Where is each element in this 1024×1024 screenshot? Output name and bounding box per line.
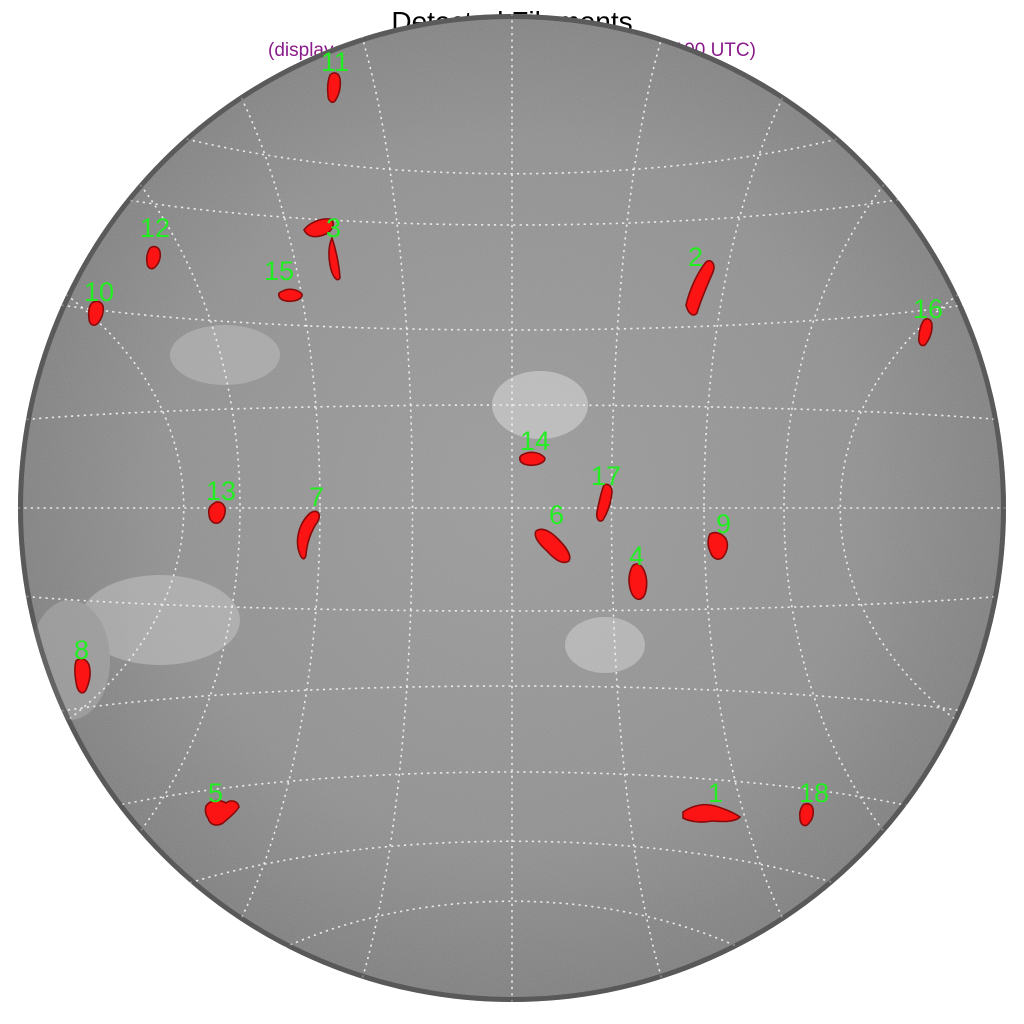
label-filament-17[interactable]: 17 xyxy=(591,461,621,491)
label-filament-15[interactable]: 15 xyxy=(264,256,294,286)
label-filament-1[interactable]: 1 xyxy=(708,778,723,808)
label-filament-9[interactable]: 9 xyxy=(716,509,731,539)
label-filament-3[interactable]: 3 xyxy=(326,213,341,243)
label-filament-13[interactable]: 13 xyxy=(206,476,236,506)
label-filament-8[interactable]: 8 xyxy=(74,635,89,665)
solar-disk xyxy=(18,14,1006,1002)
label-filament-10[interactable]: 10 xyxy=(84,277,114,307)
label-filament-2[interactable]: 2 xyxy=(688,242,703,272)
label-filament-7[interactable]: 7 xyxy=(309,482,324,512)
label-filament-12[interactable]: 12 xyxy=(140,213,170,243)
label-filament-5[interactable]: 5 xyxy=(208,778,223,808)
label-filament-18[interactable]: 18 xyxy=(799,778,829,808)
solar-disk-chart: 1 2 3 4 5 6 7 8 9 10 11 12 13 14 15 16 1… xyxy=(0,0,1024,1024)
label-filament-4[interactable]: 4 xyxy=(629,541,644,571)
label-filament-11[interactable]: 11 xyxy=(321,47,349,77)
label-filament-6[interactable]: 6 xyxy=(549,500,564,530)
filament-chart-page: Detected Filaments (displayed on Udaipur… xyxy=(0,0,1024,1024)
label-filament-16[interactable]: 16 xyxy=(913,294,943,324)
label-filament-14[interactable]: 14 xyxy=(520,426,550,456)
